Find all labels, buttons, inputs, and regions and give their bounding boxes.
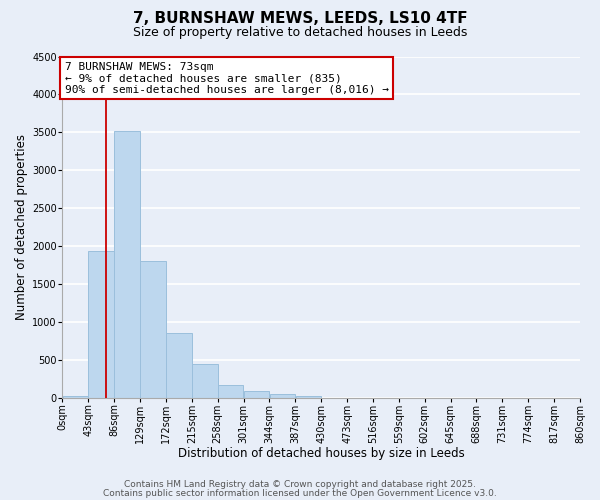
Bar (88, 250, 114, 398)
Bar (192, 364, 218, 398)
Text: Size of property relative to detached houses in Leeds: Size of property relative to detached ho… (133, 26, 467, 39)
Bar (244, 391, 269, 398)
Bar (166, 332, 192, 398)
Bar (269, 394, 295, 398)
Bar (62, 396, 88, 398)
Bar (296, 396, 321, 398)
Bar (140, 262, 166, 398)
Text: 7, BURNSHAW MEWS, LEEDS, LS10 4TF: 7, BURNSHAW MEWS, LEEDS, LS10 4TF (133, 11, 467, 26)
X-axis label: Distribution of detached houses by size in Leeds: Distribution of detached houses by size … (178, 447, 464, 460)
Bar (218, 384, 244, 398)
Bar (115, 131, 140, 398)
Text: 7 BURNSHAW MEWS: 73sqm
← 9% of detached houses are smaller (835)
90% of semi-det: 7 BURNSHAW MEWS: 73sqm ← 9% of detached … (65, 62, 389, 95)
Text: Contains HM Land Registry data © Crown copyright and database right 2025.: Contains HM Land Registry data © Crown c… (124, 480, 476, 489)
Text: Contains public sector information licensed under the Open Government Licence v3: Contains public sector information licen… (103, 488, 497, 498)
Y-axis label: Number of detached properties: Number of detached properties (15, 134, 28, 320)
